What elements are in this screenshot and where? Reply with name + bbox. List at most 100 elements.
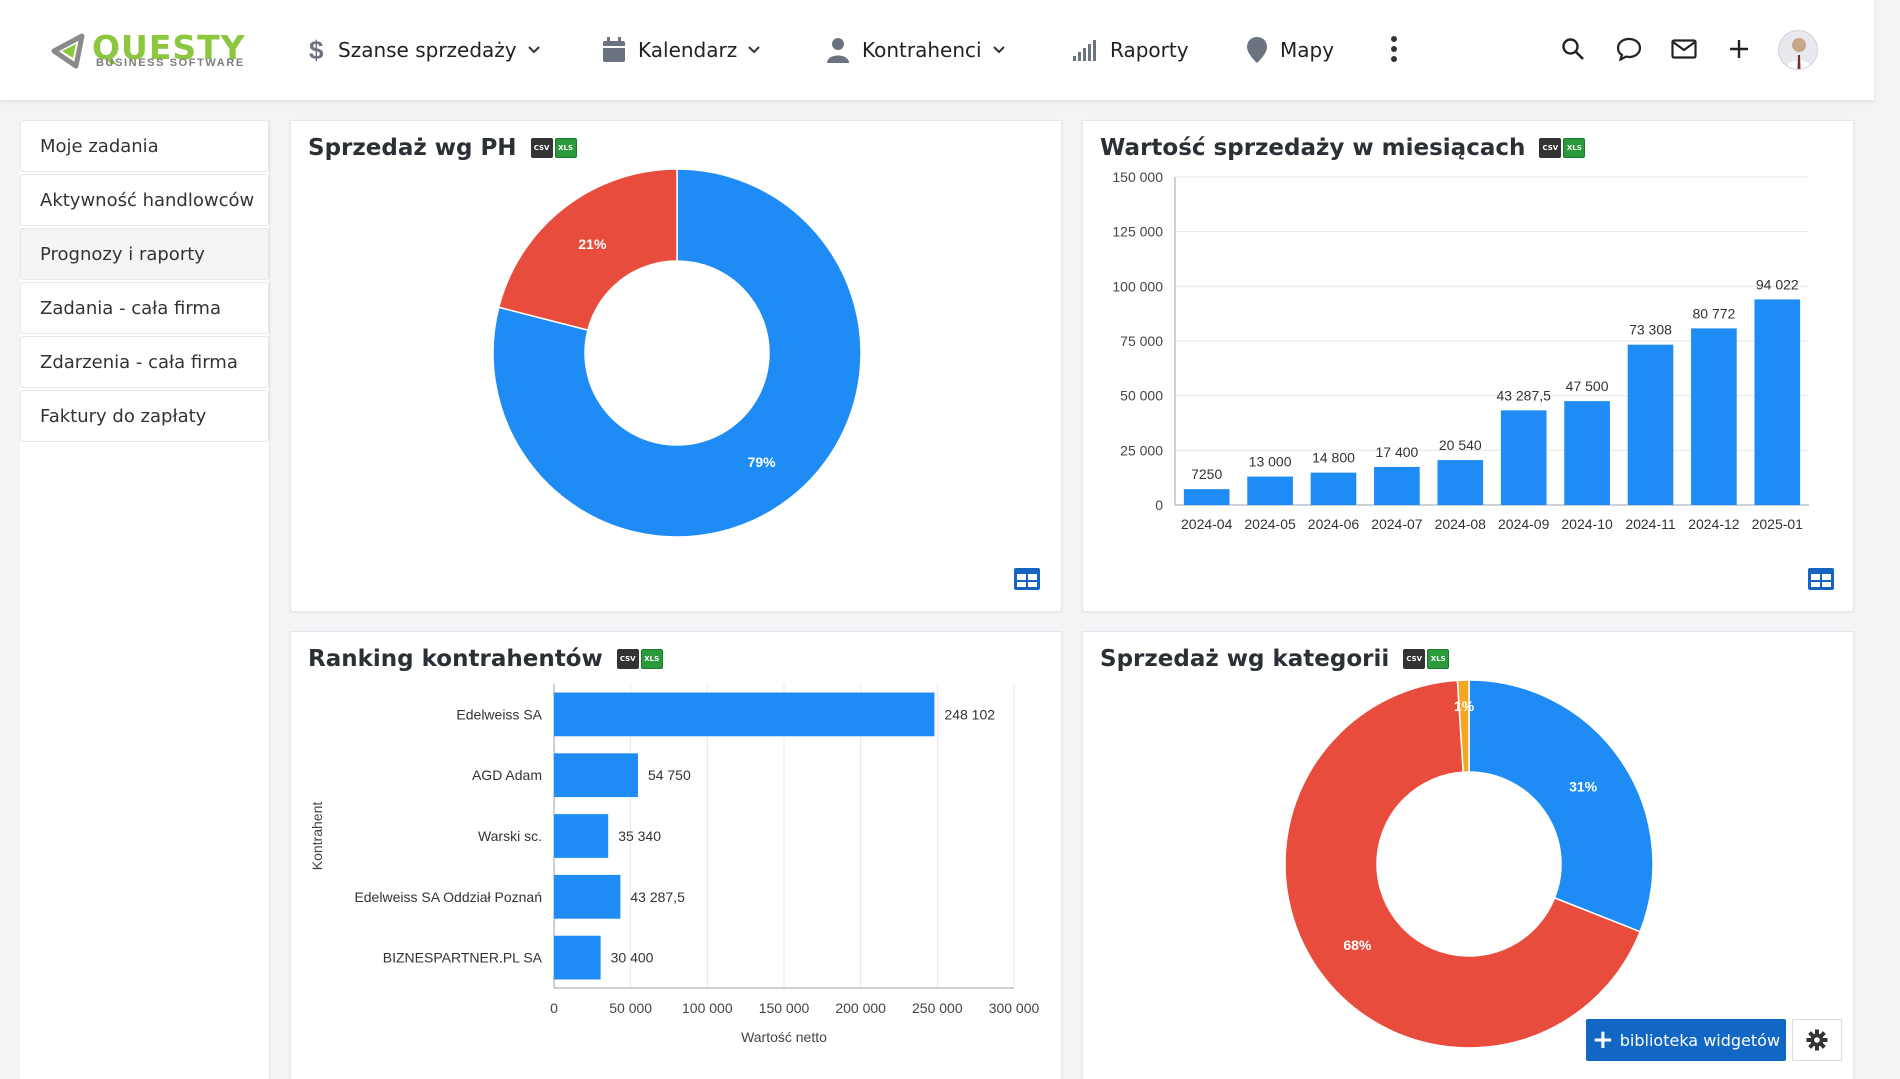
x-tick-label: 2024-11	[1625, 516, 1676, 532]
bar-value-label: 17 400	[1375, 444, 1418, 460]
sidebar-item-company-tasks[interactable]: Zadania - cała firma	[20, 282, 269, 334]
widget-sales-by-category: Sprzedaż wg kategorii CSV XLS 31% 68% 1%	[1082, 631, 1854, 1079]
sidebar-item-label: Zdarzenia - cała firma	[40, 351, 238, 373]
y-tick-label: 25 000	[1120, 442, 1163, 458]
nav-sales-opportunities[interactable]: $ Szanse sprzedaży	[306, 30, 541, 70]
bar-value-label: 54 750	[648, 767, 691, 783]
bar-value-label: 73 308	[1629, 322, 1672, 338]
bar-value-label: 7250	[1191, 466, 1222, 482]
logo-subtitle: BUSINESS SOFTWARE	[96, 57, 245, 69]
bar	[554, 692, 935, 737]
pie-slice	[1284, 679, 1642, 1049]
nav-contractors[interactable]: Kontrahenci	[826, 30, 1006, 70]
y-tick-label: Edelweiss SA Oddział Poznań	[354, 889, 542, 905]
xls-export-icon[interactable]: XLS	[640, 649, 663, 669]
widget-library-button[interactable]: + biblioteka widgetów	[1586, 1019, 1786, 1061]
sidebar-item-invoices-due[interactable]: Faktury do zapłaty	[20, 390, 269, 442]
nav-calendar[interactable]: Kalendarz	[602, 30, 761, 70]
sidebar-item-label: Prognozy i raporty	[40, 243, 205, 265]
nav-maps[interactable]: Mapy	[1246, 30, 1334, 70]
y-tick-label: 100 000	[1112, 278, 1163, 294]
map-pin-icon	[1247, 37, 1267, 63]
widget-title-text: Sprzedaż wg kategorii	[1100, 646, 1390, 672]
x-tick-label: 250 000	[912, 1000, 963, 1016]
svg-text:$: $	[309, 36, 324, 64]
x-tick-label: 200 000	[835, 1000, 886, 1016]
nav-sales-label: Szanse sprzedaży	[338, 38, 517, 62]
more-menu-icon[interactable]	[1379, 34, 1409, 64]
csv-export-icon[interactable]: CSV	[1403, 649, 1426, 669]
pie-slice	[497, 168, 678, 332]
sidebar-item-label: Zadania - cała firma	[40, 297, 221, 319]
settings-button[interactable]	[1792, 1019, 1842, 1061]
gear-icon	[1806, 1029, 1828, 1051]
table-view-icon[interactable]	[1807, 567, 1835, 591]
sales-by-category-chart: 31% 68% 1%	[1284, 679, 1654, 1049]
sidebar-item-label: Moje zadania	[40, 135, 159, 157]
nav-reports[interactable]: Raporty	[1072, 30, 1189, 70]
xls-export-icon[interactable]: XLS	[1563, 138, 1586, 158]
questy-logo[interactable]: QUESTY BUSINESS SOFTWARE	[48, 28, 263, 72]
slice-label: 1%	[1454, 698, 1475, 714]
widget-sales-by-rep: Sprzedaż wg PH CSV XLS 79% 21%	[290, 120, 1062, 612]
widget-title-text: Wartość sprzedaży w miesiącach	[1100, 135, 1526, 161]
dollar-icon: $	[309, 36, 324, 64]
slice-label: 79%	[748, 454, 777, 470]
plus-icon: +	[1591, 1025, 1614, 1055]
contractor-ranking-chart: 0 50 000 100 000 150 000 200 000 250 000 300 0…	[309, 684, 1040, 1045]
add-icon[interactable]	[1724, 34, 1754, 64]
nav-maps-label: Mapy	[1280, 38, 1335, 62]
bar	[554, 753, 638, 798]
chevron-down-icon	[527, 46, 540, 54]
xls-export-icon[interactable]: XLS	[554, 138, 577, 158]
bar	[554, 935, 601, 980]
x-tick-label: 50 000	[609, 1000, 652, 1016]
pie-slice	[1468, 679, 1654, 933]
bar	[1374, 466, 1420, 505]
widget-title-text: Ranking kontrahentów	[308, 646, 603, 672]
x-tick-label: 150 000	[759, 1000, 810, 1016]
logo-wordmark: QUESTY	[92, 28, 246, 67]
sidebar-item-forecasts-reports[interactable]: Prognozy i raporty	[20, 228, 269, 280]
widget-title: Ranking kontrahentów CSV XLS	[308, 646, 663, 672]
slice-label: 31%	[1569, 778, 1598, 794]
csv-export-icon[interactable]: CSV	[616, 649, 639, 669]
bar	[1691, 328, 1737, 505]
search-icon[interactable]	[1558, 34, 1588, 64]
bar	[554, 874, 621, 919]
pie-slice	[492, 168, 862, 538]
bar-value-label: 14 800	[1312, 450, 1355, 466]
pie-slice	[1456, 679, 1470, 773]
sidebar: Moje zadania Aktywność handlowców Progno…	[20, 120, 270, 1079]
x-tick-label: 2024-04	[1181, 516, 1233, 532]
xls-export-icon[interactable]: XLS	[1427, 649, 1450, 669]
x-tick-label: 2024-06	[1308, 516, 1360, 532]
sidebar-item-my-tasks[interactable]: Moje zadania	[20, 120, 269, 172]
x-axis-title: Wartość netto	[741, 1029, 827, 1045]
bar-value-label: 13 000	[1249, 454, 1292, 470]
mail-icon[interactable]	[1669, 34, 1699, 64]
user-icon	[827, 38, 849, 63]
y-tick-label: AGD Adam	[472, 767, 542, 783]
widget-title-text: Sprzedaż wg PH	[308, 135, 517, 161]
table-view-icon[interactable]	[1013, 567, 1041, 591]
sidebar-item-sales-activity[interactable]: Aktywność handlowców	[20, 174, 269, 226]
user-avatar[interactable]	[1778, 30, 1818, 70]
bar	[1754, 299, 1801, 505]
bar-value-label: 80 772	[1692, 305, 1735, 321]
bar-value-label: 94 022	[1756, 276, 1799, 292]
top-navbar: QUESTY BUSINESS SOFTWARE $ Szanse sprzed…	[0, 0, 1874, 100]
widget-title: Sprzedaż wg kategorii CSV XLS	[1100, 646, 1450, 672]
y-axis-title: Kontrahent	[309, 802, 325, 871]
signal-bars-icon	[1073, 40, 1096, 61]
widget-library-label: biblioteka widgetów	[1619, 1030, 1781, 1050]
csv-export-icon[interactable]: CSV	[1539, 138, 1562, 158]
bar-value-label: 20 540	[1439, 437, 1482, 453]
bar	[1500, 410, 1547, 505]
bar	[1627, 344, 1674, 505]
csv-export-icon[interactable]: CSV	[530, 138, 553, 158]
x-tick-label: 2025-01	[1752, 516, 1804, 532]
widget-contractor-ranking: Ranking kontrahentów CSV XLS 0 50 000 100 0…	[290, 631, 1062, 1079]
sidebar-item-company-events[interactable]: Zdarzenia - cała firma	[20, 336, 269, 388]
chat-icon[interactable]	[1614, 34, 1644, 64]
